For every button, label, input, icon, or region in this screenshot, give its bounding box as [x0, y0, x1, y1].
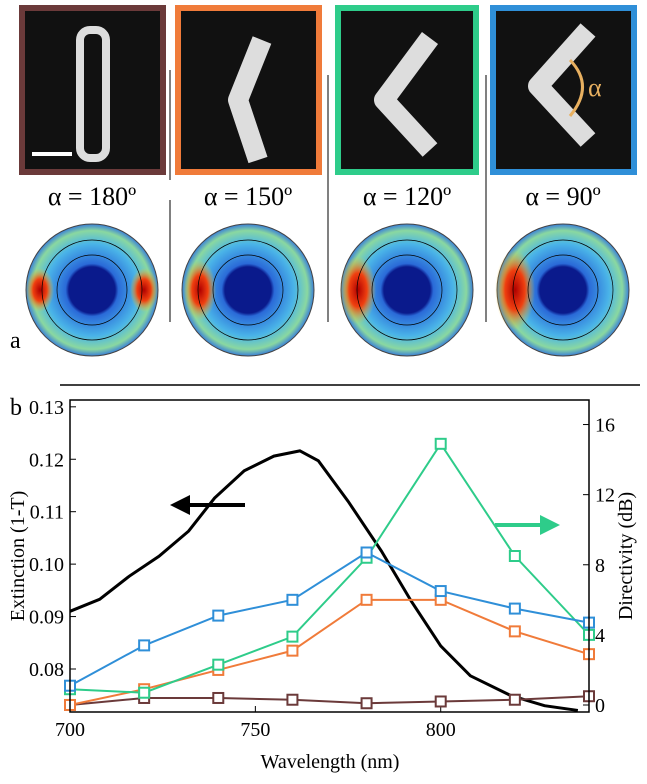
data-marker	[360, 697, 373, 710]
data-marker	[360, 546, 373, 559]
data-marker	[212, 658, 225, 671]
data-marker	[508, 550, 521, 562]
data-marker	[434, 695, 447, 708]
arrows	[170, 495, 560, 535]
y-tick-label: 0.10	[29, 554, 64, 576]
x-axis-label: Wavelength (nm)	[261, 751, 400, 773]
series-line	[69, 441, 590, 694]
y2-tick-label: 4	[595, 625, 605, 647]
data-marker	[434, 437, 447, 450]
y-tick-label: 0.12	[29, 449, 64, 471]
y-tick-label: 0.08	[29, 659, 64, 681]
data-marker	[286, 644, 299, 657]
data-marker	[360, 593, 373, 606]
angle-label: α = 120º	[363, 182, 451, 211]
data-marker	[434, 585, 447, 598]
x-tick-label: 750	[240, 719, 270, 741]
y2-tick-label: 12	[595, 485, 615, 507]
chart: 700 750 800 0.08 0.09 0.10 0.11 0.12 0.13 0 4 8 12 16	[29, 397, 615, 741]
data-marker	[508, 693, 521, 706]
y2-tick-label: 0	[595, 695, 605, 717]
data-marker	[286, 630, 299, 643]
y2-tick-label: 8	[595, 555, 605, 577]
y-tick-label: 0.09	[29, 607, 64, 629]
data-marker	[212, 691, 225, 704]
sem-images: α	[19, 5, 637, 175]
panel-label: b	[10, 395, 22, 421]
y-tick-label: 0.13	[29, 397, 64, 419]
panel-label: a	[10, 328, 21, 354]
data-marker	[286, 593, 299, 606]
y-axis-label: Extinction (1-T)	[7, 491, 29, 622]
x-tick-label: 700	[55, 719, 85, 741]
data-marker	[508, 625, 521, 638]
data-marker	[508, 602, 521, 615]
y2-axis-label: Directivity (dB)	[615, 492, 637, 620]
series-line	[69, 449, 579, 712]
angle-labels: α = 180º α = 150º α = 120º α = 90º	[48, 182, 601, 211]
angle-label: α = 180º	[48, 182, 136, 211]
data-marker	[138, 639, 151, 652]
polar-plots	[25, 70, 630, 357]
x-tick-label: 800	[426, 719, 456, 741]
y2-tick-label: 16	[595, 415, 615, 437]
series-line	[69, 598, 590, 706]
plot-frame	[69, 399, 590, 713]
data-marker	[212, 609, 225, 622]
angle-label: α = 90º	[525, 182, 600, 211]
data-marker	[138, 686, 151, 699]
alpha-label: α	[588, 73, 602, 102]
y-tick-label: 0.11	[30, 502, 64, 524]
series-line	[69, 551, 590, 687]
angle-label: α = 150º	[204, 182, 292, 211]
series-line	[69, 695, 590, 706]
data-marker	[286, 693, 299, 706]
